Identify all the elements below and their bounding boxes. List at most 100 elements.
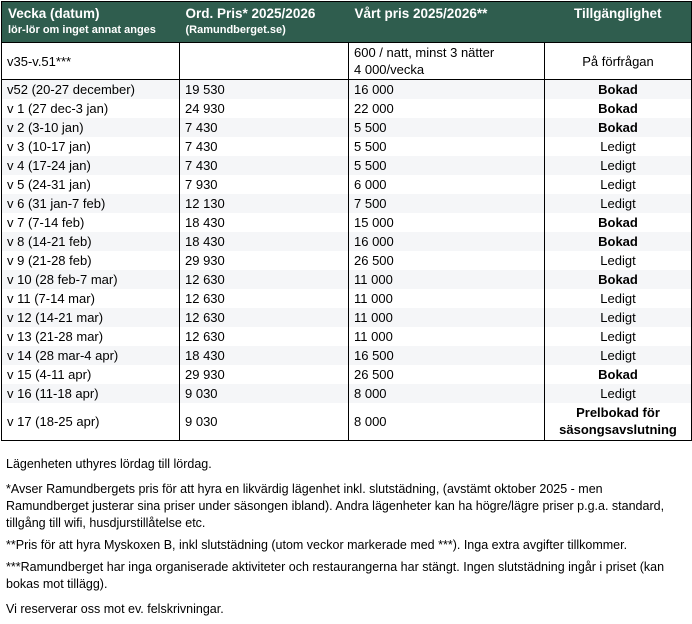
table-row: v 14 (28 mar-4 apr) 18 430 16 500 Ledigt [1,346,692,365]
table-row: v 16 (11-18 apr) 9 030 8 000 Ledigt [1,384,692,403]
availability-cell: Ledigt [544,308,692,327]
availability-cell: Bokad [544,270,692,289]
table-row: v 2 (3-10 jan) 7 430 5 500 Bokad [1,118,692,137]
col-header-week: Vecka (datum) lör-lör om inget annat ang… [1,1,180,43]
availability-cell: Bokad [544,99,692,118]
week-cell: v 11 (7-14 mar) [7,291,95,306]
pricing-table: Vecka (datum) lör-lör om inget annat ang… [1,1,692,441]
ord-price-cell: 29 930 [179,251,349,270]
availability-cell: Ledigt [544,327,692,346]
ord-price-header-title: Ord. Pris* 2025/2026 [185,6,316,21]
week-cell: v52 (20-27 december) [7,82,135,97]
ord-price-cell: 12 130 [179,194,349,213]
week-cell: v35-v.51*** [7,53,72,69]
table-row: v 11 (7-14 mar) 12 630 11 000 Ledigt [2,289,692,308]
ord-price-cell: 7 430 [179,156,349,175]
table-row: v 9 (21-28 feb) 29 930 26 500 Ledigt [2,251,692,270]
our-price-cell: 16 000 [348,79,545,99]
footnote-triple-star: ***Ramundberget har inga organiserade ak… [6,559,665,591]
availability-cell: Ledigt [544,156,692,175]
ord-price-cell: 18 430 [179,213,349,232]
table-row: v52 (20-27 december) 19 530 16 000 Bokad [1,79,692,99]
footnote-single-star: *Avser Ramundbergets pris för att hyra e… [6,481,665,530]
our-price-cell: 11 000 [348,270,545,289]
availability-cell: Ledigt [544,194,692,213]
ord-price-cell: 24 930 [179,99,349,118]
table-row: v 6 (31 jan-7 feb) 12 130 7 500 Ledigt [1,194,692,213]
our-price-cell: 600 / natt, minst 3 nätter 4 000/vecka [348,42,545,80]
ord-price-cell: 9 030 [179,384,349,403]
week-cell: v 5 (24-31 jan) [7,177,91,192]
our-price-cell: 15 000 [348,213,545,232]
col-header-ord-price: Ord. Pris* 2025/2026 (Ramundberget.se) [179,1,349,43]
week-cell: v 13 (21-28 mar) [7,329,104,344]
availability-cell: Prelbokad för säsongsavslutning [544,403,692,440]
our-price-cell: 11 000 [348,308,545,327]
week-cell: v 4 (17-24 jan) [7,158,91,173]
week-cell: v 17 (18-25 apr) [7,413,100,429]
our-price-cell: 6 000 [348,175,545,194]
table-row: v 8 (14-21 feb) 18 430 16 000 Bokad [1,232,692,251]
week-cell: v 16 (11-18 apr) [7,386,99,401]
our-price-cell: 26 500 [348,365,545,384]
week-header-subtitle: lör-lör om inget annat anges [8,24,156,36]
ord-price-cell: 7 430 [179,118,349,137]
ord-price-cell: 9 030 [179,403,349,440]
ord-price-cell: 12 630 [179,270,349,289]
availability-cell: Ledigt [544,289,692,308]
ord-price-cell: 7 930 [179,175,349,194]
col-header-our-price: Vårt pris 2025/2026** [348,1,545,43]
table-row: v 13 (21-28 mar) 12 630 11 000 Ledigt [2,327,692,346]
table-header-row: Vecka (datum) lör-lör om inget annat ang… [1,1,692,43]
col-header-availability: Tillgänglighet [544,1,692,43]
week-cell: v 1 (27 dec-3 jan) [7,101,109,116]
availability-cell: Ledigt [544,175,692,194]
note-disclaimer: Vi reserverar oss mot ev. felskrivningar… [6,601,224,616]
table-row: v 3 (10-17 jan) 7 430 5 500 Ledigt [2,137,692,156]
week-cell: v 12 (14-21 mar) [7,310,104,325]
availability-cell: Ledigt [544,137,692,156]
table-row: v 5 (24-31 jan) 7 930 6 000 Ledigt [2,175,692,194]
footnotes: Lägenheten uthyres lördag till lördag. *… [1,441,691,618]
ord-price-cell: 19 530 [179,79,349,99]
availability-cell: Ledigt [544,384,692,403]
note-rental-period: Lägenheten uthyres lördag till lördag. [6,456,212,471]
ord-price-cell [179,42,349,80]
availability-cell: Ledigt [544,251,692,270]
table-row: v 12 (14-21 mar) 12 630 11 000 Ledigt [1,308,692,327]
our-price-cell: 26 500 [348,251,545,270]
week-cell: v 2 (3-10 jan) [7,120,84,135]
availability-cell: Bokad [544,232,692,251]
ord-price-cell: 18 430 [179,232,349,251]
week-cell: v 15 (4-11 apr) [7,367,92,382]
ord-price-cell: 7 430 [179,137,349,156]
our-price-cell: 7 500 [348,194,545,213]
ord-price-header-subtitle: (Ramundberget.se) [185,24,286,36]
table-row: v35-v.51*** 600 / natt, minst 3 nätter 4 … [1,42,692,80]
our-price-cell: 5 500 [348,137,545,156]
our-price-cell: 5 500 [348,118,545,137]
ord-price-cell: 12 630 [179,308,349,327]
ord-price-cell: 12 630 [179,289,349,308]
ord-price-cell: 18 430 [179,346,349,365]
week-header-title: Vecka (datum) [8,6,100,21]
week-cell: v 14 (28 mar-4 apr) [7,348,119,363]
week-cell: v 6 (31 jan-7 feb) [7,196,106,211]
our-price-cell: 5 500 [348,156,545,175]
our-price-cell: 16 000 [348,232,545,251]
table-row: v 4 (17-24 jan) 7 430 5 500 Ledigt [1,156,692,175]
table-row: v 7 (7-14 feb) 18 430 15 000 Bokad [2,213,692,232]
week-cell: v 3 (10-17 jan) [7,139,91,154]
week-cell: v 10 (28 feb-7 mar) [7,272,118,287]
our-price-cell: 22 000 [348,99,545,118]
table-row: v 10 (28 feb-7 mar) 12 630 11 000 Bokad [1,270,692,289]
week-cell: v 7 (7-14 feb) [7,215,85,230]
availability-cell: Bokad [544,365,692,384]
footnote-double-star: **Pris för att hyra Myskoxen B, inkl slu… [6,537,628,552]
table-row: v 17 (18-25 apr) 9 030 8 000 Prelbokad för … [2,403,692,440]
our-price-cell: 8 000 [348,403,545,440]
availability-cell: Ledigt [544,346,692,365]
availability-header-title: Tillgänglighet [574,6,662,21]
availability-cell: Bokad [544,118,692,137]
